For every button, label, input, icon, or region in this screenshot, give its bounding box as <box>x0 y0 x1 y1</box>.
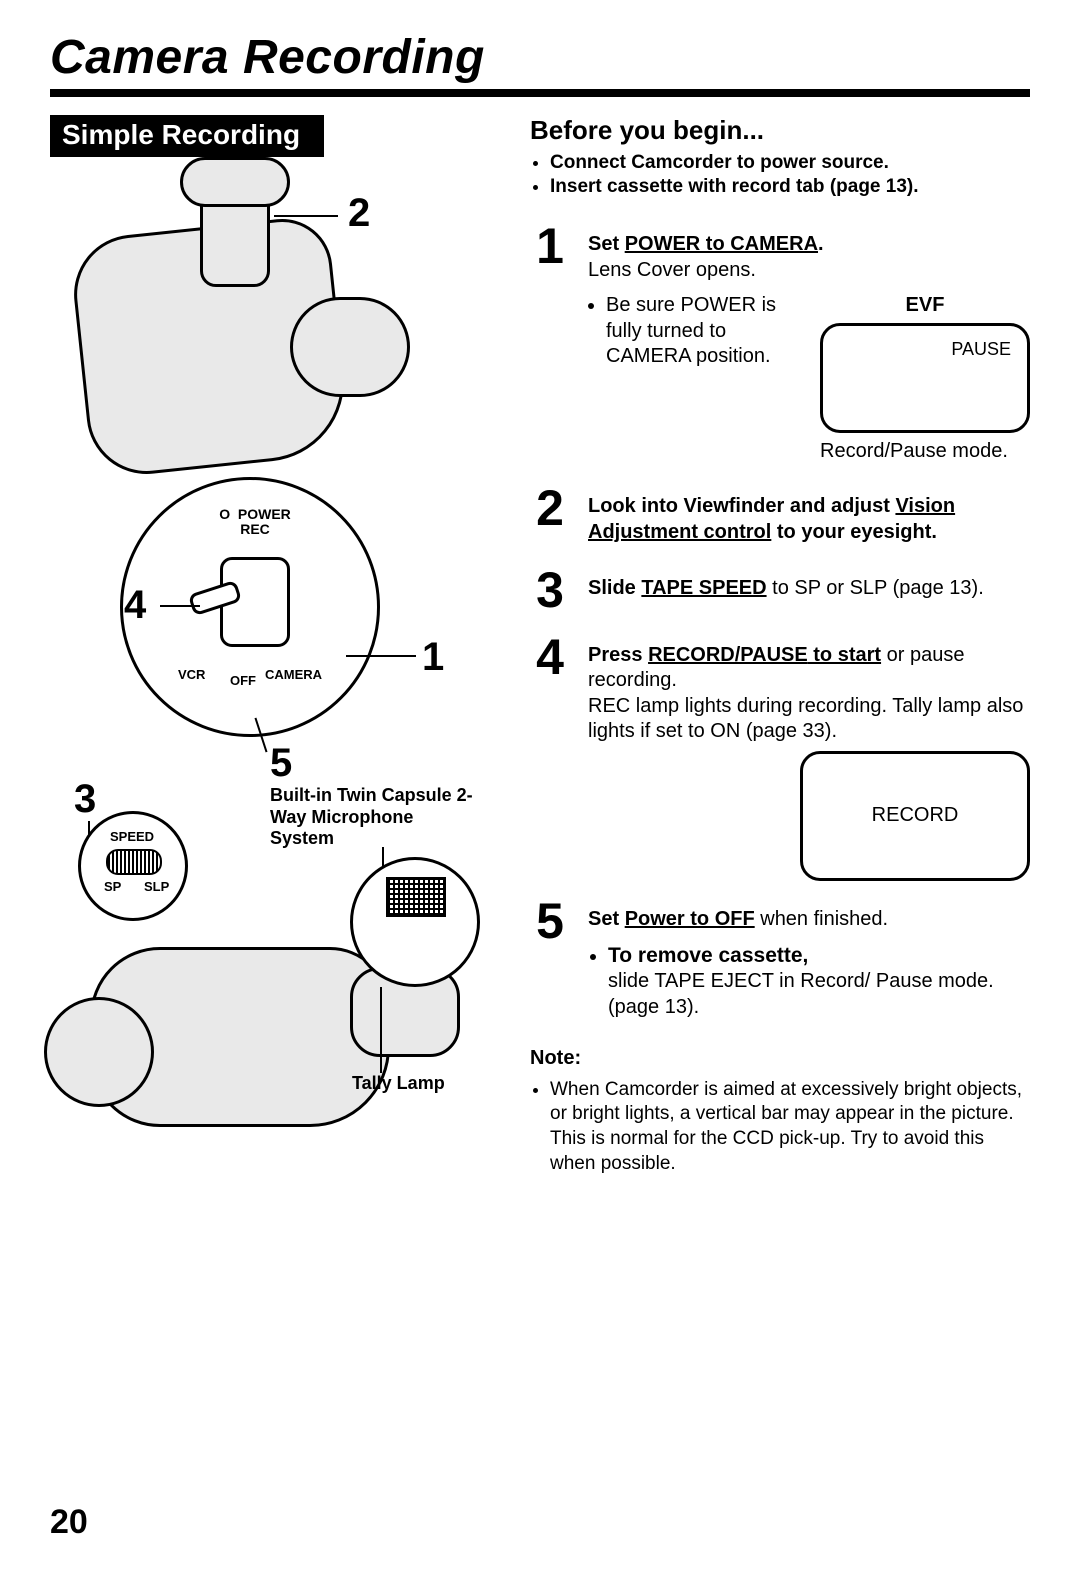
s3-post: to SP or SLP (page 13). <box>767 577 984 599</box>
s5-pre: Set <box>588 908 625 930</box>
s5-sub: To remove cassette, slide TAPE EJECT in … <box>608 943 1030 1021</box>
lead-2 <box>274 215 338 217</box>
speed-switch-icon <box>106 849 162 875</box>
page-number: 20 <box>50 1503 88 1542</box>
before-item-1: Connect Camcorder to power source. <box>550 152 1030 174</box>
s2-post: to your eyesight. <box>771 521 937 543</box>
mic-lead <box>382 847 384 867</box>
step-4: 4 Press RECORD/PAUSE to start or pause r… <box>530 635 1030 745</box>
callout-5: 5 <box>270 741 292 786</box>
right-column: Before you begin... Connect Camcorder to… <box>530 115 1030 1177</box>
step-4-num: 4 <box>530 635 570 680</box>
callout-3: 3 <box>74 777 96 822</box>
section-tab: Simple Recording <box>50 115 324 157</box>
lead-4 <box>160 605 200 607</box>
s1-post: . <box>818 233 824 255</box>
power-rec-label: O POWER REC <box>200 507 310 538</box>
page-title: Camera Recording <box>50 30 1030 89</box>
title-rule <box>50 89 1030 97</box>
mic-label: Built-in Twin Capsule 2-Way Microphone S… <box>270 785 480 850</box>
vcr-label: VCR <box>178 667 205 682</box>
sp-label: SP <box>104 879 121 894</box>
s3-u: TAPE SPEED <box>641 577 766 599</box>
s1-u: POWER to CAMERA <box>625 233 818 255</box>
step-5: 5 Set Power to OFF when finished. To rem… <box>530 899 1030 1021</box>
s4-u: RECORD/PAUSE <box>648 644 808 666</box>
s4-pre: Press <box>588 644 648 666</box>
evf-caption: Record/Pause mode. <box>820 439 1030 465</box>
note-list: When Camcorder is aimed at excessively b… <box>530 1078 1030 1177</box>
diagram-area: O POWER REC VCR OFF CAMERA 2 4 1 5 3 SPE… <box>50 157 500 1177</box>
tally-lead <box>380 987 382 1073</box>
s5-post: when finished. <box>755 908 888 930</box>
s1-bullet: Be sure POWER is fully turned to CAMERA … <box>606 293 804 370</box>
off-label: OFF <box>230 673 256 688</box>
before-item-2: Insert cassette with record tab (page 13… <box>550 176 1030 198</box>
step-1: 1 Set POWER to CAMERA. Lens Cover opens.… <box>530 224 1030 464</box>
step-2-num: 2 <box>530 486 570 531</box>
lens-front <box>290 297 410 397</box>
s1-pre: Set <box>588 233 625 255</box>
s5-sub-lead: To remove cassette, <box>608 944 808 967</box>
step-2: 2 Look into Viewfinder and adjust Vision… <box>530 486 1030 545</box>
lead-1 <box>346 655 416 657</box>
camera-lens-side <box>44 997 154 1107</box>
step-1-num: 1 <box>530 224 570 269</box>
viewfinder-eye <box>180 157 290 207</box>
s5-u: Power to OFF <box>625 908 755 930</box>
evf-label: EVF <box>820 293 1030 319</box>
s2-pre: Look into Viewfinder and adjust <box>588 495 895 517</box>
left-column: Simple Recording O POWER REC VCR OFF CAM… <box>50 115 500 1177</box>
evf-record-box: RECORD <box>800 751 1030 881</box>
mic-grid <box>386 877 446 917</box>
note-heading: Note: <box>530 1047 1030 1070</box>
step-3: 3 Slide TAPE SPEED to SP or SLP (page 13… <box>530 568 1030 613</box>
note-text: When Camcorder is aimed at excessively b… <box>550 1078 1030 1177</box>
before-heading: Before you begin... <box>530 115 1030 146</box>
s3-pre: Slide <box>588 577 641 599</box>
camera-label: CAMERA <box>265 667 322 682</box>
tally-label: Tally Lamp <box>352 1073 445 1095</box>
s4-mid: to start <box>808 644 881 666</box>
speed-label: SPEED <box>110 829 154 844</box>
slp-label: SLP <box>144 879 169 894</box>
step-5-num: 5 <box>530 899 570 944</box>
evf-pause-box: PAUSE <box>820 323 1030 433</box>
s4-line2: REC lamp lights during recording. Tally … <box>588 695 1023 743</box>
callout-4: 4 <box>124 583 146 628</box>
callout-1: 1 <box>422 635 444 680</box>
step-3-num: 3 <box>530 568 570 613</box>
evf-pause-text: PAUSE <box>951 338 1011 361</box>
s5-sub-body: slide TAPE EJECT in Record/ Pause mode. … <box>608 970 994 1018</box>
callout-2: 2 <box>348 191 370 236</box>
evf-record-text: RECORD <box>872 804 959 827</box>
before-list: Connect Camcorder to power source. Inser… <box>530 152 1030 198</box>
s1-line2: Lens Cover opens. <box>588 259 756 281</box>
